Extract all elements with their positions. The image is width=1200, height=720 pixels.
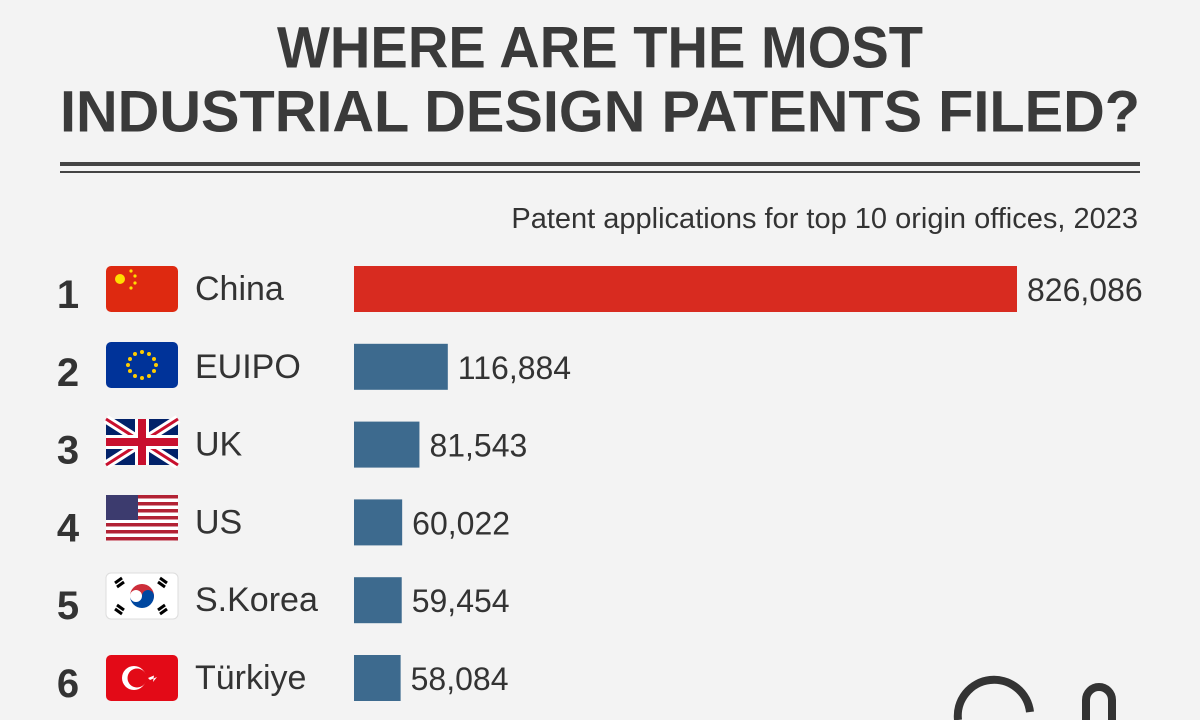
bar <box>354 655 401 701</box>
rank: 5 <box>57 584 79 628</box>
value-label: 58,084 <box>411 661 509 697</box>
divider <box>60 171 1140 173</box>
flag-korea <box>105 572 179 620</box>
bar <box>354 499 403 546</box>
bar <box>354 421 420 468</box>
value-label: 826,086 <box>1027 272 1143 308</box>
divider <box>60 162 1140 166</box>
category-label: EUIPO <box>195 348 301 386</box>
bar <box>354 577 402 624</box>
logo <box>953 675 1116 720</box>
bar <box>354 343 448 390</box>
rank: 1 <box>57 273 79 317</box>
rank: 4 <box>57 506 80 550</box>
category-label: S.Korea <box>195 581 318 619</box>
category-label: UK <box>195 426 243 464</box>
value-label: 60,022 <box>412 505 510 541</box>
chart-title: INDUSTRIAL DESIGN PATENTS FILED? <box>60 80 1140 145</box>
category-label: Türkiye <box>195 659 306 697</box>
value-label: 116,884 <box>458 350 571 386</box>
flag-us <box>106 495 178 541</box>
flag-eu <box>106 342 178 388</box>
rank: 2 <box>57 351 79 395</box>
rank: 6 <box>57 662 79 706</box>
category-label: China <box>195 270 284 308</box>
value-label: 59,454 <box>412 583 510 619</box>
flag-turkey <box>106 655 178 701</box>
flag-china <box>106 266 178 312</box>
category-label: US <box>195 503 242 541</box>
flag-uk <box>103 415 181 469</box>
chart-title: WHERE ARE THE MOST <box>277 16 923 81</box>
value-label: 81,543 <box>429 428 527 464</box>
bar <box>354 266 1017 312</box>
rank: 3 <box>57 429 79 473</box>
subtitle: Patent applications for top 10 origin of… <box>511 203 1138 235</box>
